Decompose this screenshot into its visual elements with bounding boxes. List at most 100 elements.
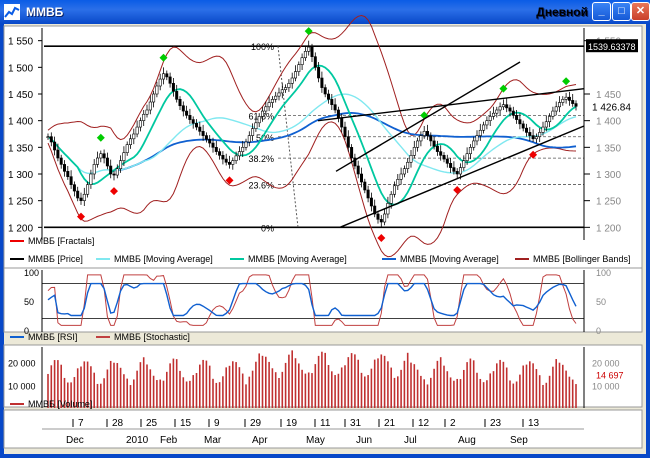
price-candle	[204, 135, 208, 140]
price-candle	[389, 193, 393, 204]
price-candle	[175, 91, 179, 100]
price-candle	[53, 141, 57, 151]
last-price-label: 1 426.84	[592, 102, 631, 113]
time-axis-day-label: 31	[350, 418, 362, 429]
legend-label: ММВБ [Moving Average]	[114, 254, 213, 264]
fractal-down-marker	[453, 186, 462, 194]
title-bar[interactable]: ММВБ	[0, 0, 650, 24]
price-candle	[472, 140, 476, 148]
fractal-down-marker	[77, 212, 85, 221]
price-candle	[208, 139, 212, 144]
price-candle	[221, 155, 225, 160]
price-candle	[379, 219, 383, 223]
price-candle	[468, 147, 472, 155]
time-axis-month-label: Sep	[510, 435, 528, 446]
price-candle	[369, 197, 373, 207]
price-candle	[218, 151, 222, 156]
time-axis-day-label: 28	[112, 418, 124, 429]
volume-y-label-left: 20 000	[8, 359, 36, 369]
price-candle	[195, 123, 199, 128]
price-candle	[359, 173, 363, 183]
legend-label: ММВБ [Volume]	[28, 399, 92, 409]
price-candle	[284, 87, 288, 91]
time-axis-day-label: 13	[528, 418, 540, 429]
price-candle	[326, 93, 330, 100]
price-candle	[564, 96, 568, 100]
maximize-button[interactable]: □	[612, 2, 631, 21]
price-candle	[412, 147, 416, 156]
price-candle	[478, 129, 482, 136]
time-axis-month-label: Mar	[204, 435, 222, 446]
price-candle	[336, 109, 340, 119]
price-candle	[102, 153, 106, 159]
price-candle	[442, 155, 446, 160]
price-y-label-right: 1 350	[596, 143, 621, 154]
price-candle	[290, 77, 294, 84]
time-axis-month-label: Aug	[458, 435, 476, 446]
volume-y-label-right: 20 000	[592, 359, 620, 369]
price-candle	[416, 140, 420, 148]
price-candle	[234, 155, 238, 161]
price-candle	[386, 203, 390, 215]
price-candle	[303, 51, 307, 59]
price-candle	[350, 147, 354, 159]
time-axis-day-label: 12	[418, 418, 430, 429]
time-axis-day-label: 23	[490, 418, 502, 429]
price-candle	[366, 189, 370, 199]
minimize-button[interactable]: _	[592, 2, 611, 21]
price-candle	[56, 149, 60, 159]
time-axis-day-label: 9	[214, 418, 220, 429]
price-candle	[425, 131, 429, 136]
price-candle	[373, 205, 377, 215]
price-y-label-right: 1 250	[596, 197, 621, 208]
price-candle	[333, 104, 337, 111]
price-candle	[241, 147, 245, 152]
price-candle	[548, 116, 552, 123]
price-candle	[343, 126, 347, 137]
price-candle	[138, 120, 142, 128]
time-axis-day-label: 29	[250, 418, 262, 429]
price-candle	[538, 132, 542, 137]
moving-average-mid-line	[47, 93, 577, 175]
price-candle	[544, 121, 548, 128]
price-candle	[237, 151, 241, 157]
price-candle	[112, 173, 116, 176]
price-y-label-right: 1 200	[596, 223, 621, 234]
price-y-label-right: 1 450	[596, 90, 621, 101]
price-candle	[505, 104, 509, 109]
price-candle	[152, 93, 156, 103]
price-candle	[528, 132, 532, 136]
price-candle	[231, 160, 235, 165]
chart-app-icon	[4, 4, 20, 20]
price-candle	[521, 123, 525, 129]
price-candle	[320, 77, 324, 88]
price-candle	[86, 184, 90, 195]
price-candle	[402, 168, 406, 175]
price-candle	[69, 176, 73, 185]
price-candle	[432, 140, 436, 147]
price-candle	[317, 67, 321, 79]
price-candle	[214, 147, 218, 152]
price-candle	[340, 117, 344, 128]
price-candle	[419, 135, 423, 142]
price-y-label-left: 1 450	[8, 90, 33, 101]
price-candle	[115, 168, 119, 176]
price-candle	[534, 136, 538, 140]
hline-value-box	[586, 39, 638, 53]
price-candle	[257, 116, 261, 124]
price-candle	[135, 126, 139, 135]
price-candle	[399, 173, 403, 180]
price-candle	[429, 135, 433, 142]
price-candle	[125, 144, 129, 153]
time-axis-day-label: 25	[146, 418, 158, 429]
stochastic-line	[47, 274, 577, 326]
price-candle	[356, 165, 360, 175]
price-candle	[571, 100, 575, 104]
window-title: ММВБ	[26, 5, 64, 19]
fractal-down-marker	[377, 234, 386, 242]
fractal-up-marker	[499, 84, 508, 93]
price-y-label-right: 1 300	[596, 170, 621, 181]
price-candle	[66, 171, 70, 177]
price-candle	[495, 109, 499, 114]
